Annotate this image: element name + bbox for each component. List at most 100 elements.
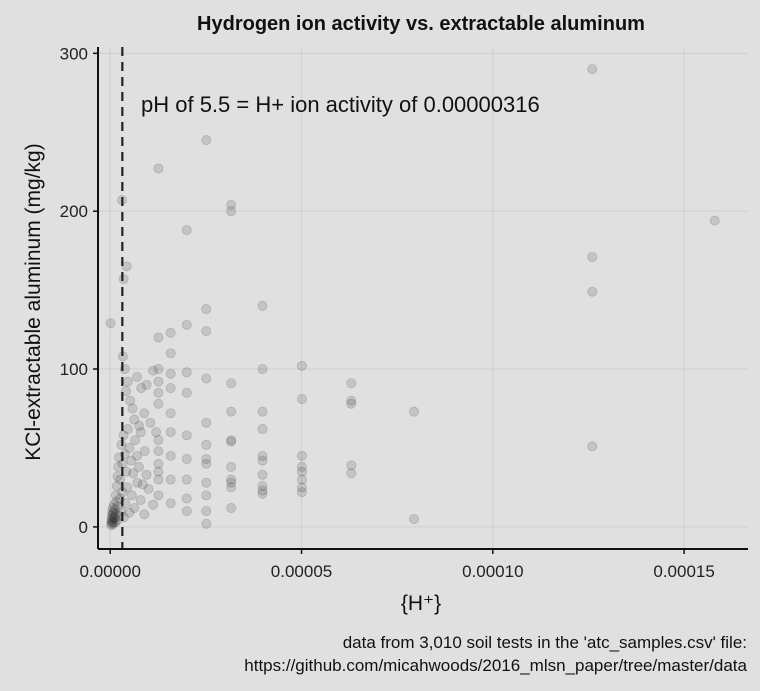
data-point: [165, 474, 176, 485]
data-point: [107, 506, 118, 517]
data-point: [107, 517, 118, 528]
data-point: [226, 378, 237, 389]
data-point: [118, 274, 129, 285]
caption-line-2: https://github.com/micahwoods/2016_mlsn_…: [244, 656, 747, 675]
tick-labels: 0.00000 0.00005 0.00010 0.00015 0 100 200 300: [60, 44, 715, 581]
data-point: [141, 469, 152, 480]
data-point: [106, 518, 117, 529]
data-point: [226, 206, 237, 217]
x-tick-label-2: 0.00010: [462, 562, 523, 581]
data-point: [115, 474, 126, 485]
data-point: [122, 424, 133, 435]
data-point: [226, 477, 237, 488]
data-point: [153, 163, 164, 174]
data-point: [346, 460, 357, 471]
data-point: [201, 439, 212, 450]
data-point: [201, 135, 212, 146]
data-point: [107, 502, 118, 513]
data-point: [257, 480, 268, 491]
data-point: [129, 502, 140, 513]
data-point: [145, 417, 156, 428]
data-point: [257, 488, 268, 499]
data-point: [201, 373, 212, 384]
data-point: [124, 507, 135, 518]
data-point: [201, 304, 212, 315]
data-point: [108, 518, 119, 529]
data-point: [226, 199, 237, 210]
data-point: [106, 515, 117, 526]
data-point: [148, 365, 159, 376]
data-point: [201, 490, 212, 501]
data-point: [111, 496, 122, 507]
data-point: [153, 332, 164, 343]
data-point: [139, 509, 150, 520]
data-point: [151, 427, 162, 438]
data-point: [257, 424, 268, 435]
data-point: [257, 450, 268, 461]
x-axis-title: {H⁺}: [401, 592, 441, 615]
data-point: [141, 379, 152, 390]
data-point: [107, 517, 118, 528]
data-point: [153, 435, 164, 446]
data-point: [226, 461, 237, 472]
data-point: [587, 64, 598, 75]
data-point: [148, 499, 159, 510]
y-tick-label-2: 200: [60, 202, 88, 221]
data-point: [181, 430, 192, 441]
data-point: [113, 461, 124, 472]
y-tick-label-1: 100: [60, 360, 88, 379]
y-tick-label-0: 0: [79, 518, 88, 537]
data-point: [226, 436, 237, 447]
data-point: [165, 408, 176, 419]
data-point: [109, 514, 120, 525]
data-point: [165, 498, 176, 509]
data-point: [257, 469, 268, 480]
data-point: [107, 509, 118, 520]
data-point: [110, 509, 121, 520]
data-point: [153, 490, 164, 501]
data-point: [165, 327, 176, 338]
data-point: [110, 517, 121, 528]
data-point: [226, 435, 237, 446]
data-point: [136, 382, 147, 393]
data-point: [201, 477, 212, 488]
data-point: [132, 450, 143, 461]
data-point: [296, 461, 307, 472]
data-point: [346, 468, 357, 479]
data-point: [105, 318, 116, 329]
data-point: [296, 450, 307, 461]
data-point: [587, 286, 598, 297]
data-point: [153, 446, 164, 457]
data-point: [133, 461, 144, 472]
data-point: [709, 215, 720, 226]
data-point: [137, 479, 148, 490]
x-tick-label-3: 0.00015: [653, 562, 714, 581]
data-point: [110, 490, 121, 501]
data-point: [153, 364, 164, 375]
axes: [97, 47, 748, 550]
data-point: [201, 417, 212, 428]
data-point: [153, 376, 164, 387]
data-point: [165, 427, 176, 438]
caption-line-1: data from 3,010 soil tests in the 'atc_s…: [343, 633, 747, 652]
data-point: [129, 414, 140, 425]
chart-title: Hydrogen ion activity vs. extractable al…: [197, 13, 645, 35]
x-tick-label-0: 0.00000: [80, 562, 141, 581]
data-point: [106, 510, 117, 521]
data-point: [257, 455, 268, 466]
data-point: [257, 485, 268, 496]
data-point: [409, 406, 420, 417]
data-point: [143, 484, 154, 495]
data-point: [153, 466, 164, 477]
y-axis-title: KCl-extractable aluminum (mg/kg): [22, 143, 45, 460]
data-point: [296, 360, 307, 371]
data-point: [110, 504, 121, 515]
data-point: [112, 471, 123, 482]
data-point: [139, 446, 150, 457]
data-point: [201, 326, 212, 337]
data-point: [124, 442, 135, 453]
data-point: [134, 420, 145, 431]
data-point: [153, 398, 164, 409]
data-point: [346, 378, 357, 389]
data-point: [201, 458, 212, 469]
